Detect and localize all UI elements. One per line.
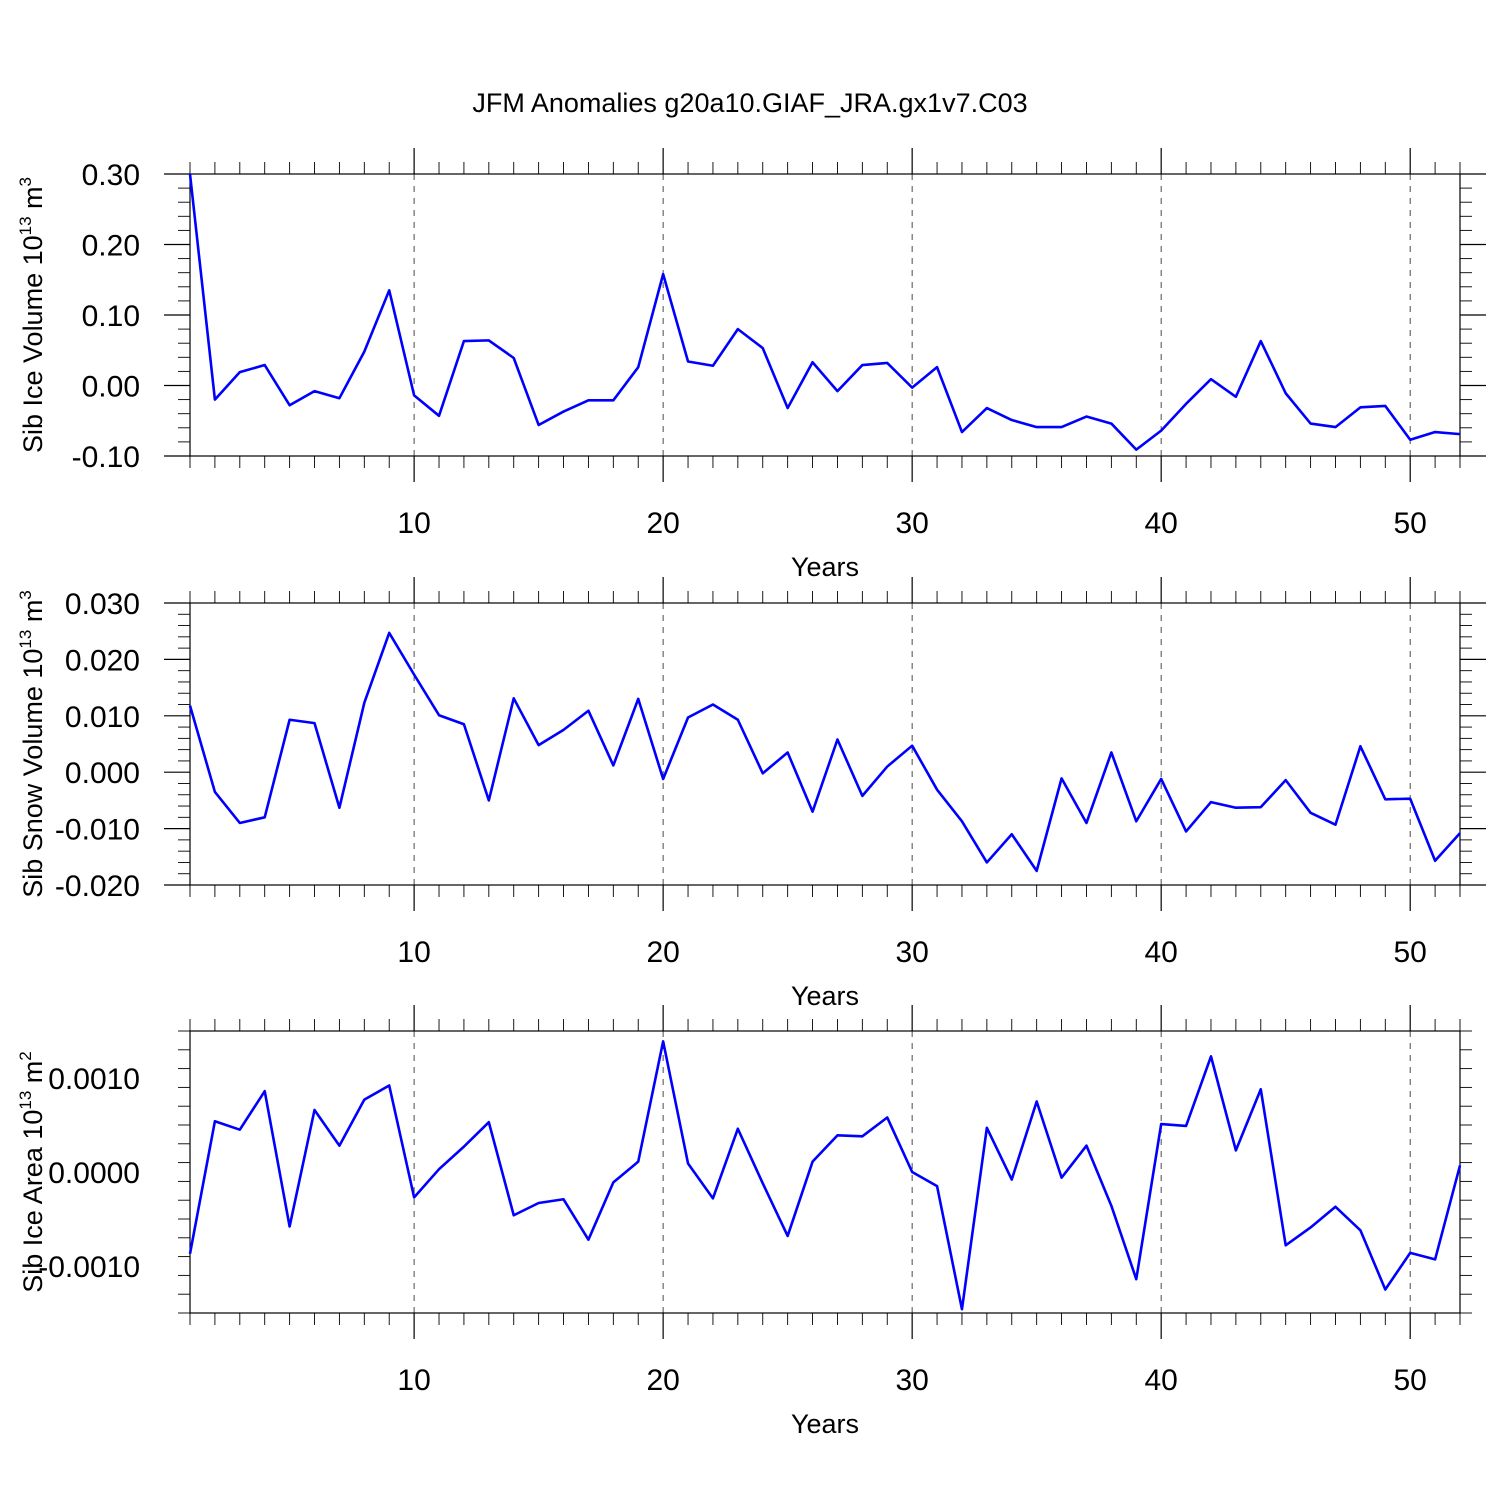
- y-tick-label: 0.0000: [48, 1157, 140, 1190]
- y-label-text: Sib Snow Volume 10: [18, 649, 48, 898]
- x-tick-label: 50: [1394, 936, 1427, 969]
- y-tick-label: 0.000: [65, 757, 140, 790]
- panel-2: 10 20 30 40 50 -0.020 -0.010 0.000 0.010 0.020 0.0…: [16, 577, 1486, 1011]
- y-tick-label: 0.0010: [48, 1063, 140, 1096]
- x-axis-label: Years: [791, 1409, 859, 1439]
- y-label-unit: m: [18, 1061, 48, 1091]
- x-tick-label: 10: [397, 507, 430, 540]
- panels: 10 20 30 40 50 -0.10 0.00 0.10 0.20 0.30 Years Sib …: [16, 148, 1486, 1439]
- y-label-exponent: 13: [16, 216, 35, 235]
- plot-frame: [189, 1030, 1461, 1314]
- y-label-exponent: 13: [16, 1091, 35, 1110]
- y-tick-label: 0.030: [65, 588, 140, 621]
- y-label-text: Sib Ice Area 10: [18, 1110, 48, 1293]
- y-tick-label: 0.00: [82, 371, 140, 404]
- x-tick-label: 40: [1144, 1364, 1177, 1397]
- x-tick-label: 50: [1394, 1364, 1427, 1397]
- x-tick-label: 20: [646, 1364, 679, 1397]
- x-tick-label: 40: [1144, 936, 1177, 969]
- y-tick-label: 0.010: [65, 701, 140, 734]
- x-tick-label: 50: [1394, 507, 1427, 540]
- series-line: [188, 173, 1461, 451]
- y-tick-label: 0.30: [82, 159, 140, 192]
- x-tick-label: 20: [646, 936, 679, 969]
- y-tick-label: -0.010: [55, 814, 140, 847]
- y-label-unit-exponent: 2: [16, 1051, 35, 1060]
- y-axis-label: Sib Ice Area 1013 m2: [16, 1051, 48, 1293]
- y-tick-label: 0.10: [82, 300, 140, 333]
- y-tick-label: 0.20: [82, 230, 140, 263]
- y-label-unit: m: [18, 600, 48, 630]
- plot-frame: [189, 173, 1461, 457]
- series-line: [188, 631, 1461, 873]
- y-tick-label: 0.020: [65, 644, 140, 677]
- y-axis-label: Sib Snow Volume 1013 m3: [16, 590, 48, 898]
- y-label-exponent: 13: [16, 630, 35, 649]
- x-tick-label: 30: [895, 1364, 928, 1397]
- plot-frame: [189, 602, 1461, 886]
- y-label-unit-exponent: 3: [16, 177, 35, 186]
- x-axis-label: Years: [791, 981, 859, 1011]
- panel-1: 10 20 30 40 50 -0.10 0.00 0.10 0.20 0.30 Years Sib …: [16, 148, 1486, 582]
- x-tick-label: 10: [397, 1364, 430, 1397]
- y-label-unit-exponent: 3: [16, 590, 35, 599]
- x-tick-label: 30: [895, 507, 928, 540]
- figure-title: JFM Anomalies g20a10.GIAF_JRA.gx1v7.C03: [472, 88, 1027, 118]
- x-tick-label: 20: [646, 507, 679, 540]
- y-axis-label: Sib Ice Volume 1013 m3: [16, 177, 48, 453]
- y-tick-label: -0.0010: [38, 1251, 140, 1284]
- y-tick-label: -0.020: [55, 870, 140, 903]
- y-label-unit: m: [18, 186, 48, 216]
- x-tick-label: 30: [895, 936, 928, 969]
- y-tick-label: -0.10: [72, 441, 140, 474]
- x-axis-label: Years: [791, 552, 859, 582]
- x-tick-label: 10: [397, 936, 430, 969]
- series-line: [188, 1040, 1462, 1311]
- x-tick-label: 40: [1144, 507, 1177, 540]
- y-label-text: Sib Ice Volume 10: [18, 235, 48, 453]
- panel-3: 10 20 30 40 50 -0.0010 0.0000 0.0010 Years Sib Ic…: [16, 1005, 1472, 1439]
